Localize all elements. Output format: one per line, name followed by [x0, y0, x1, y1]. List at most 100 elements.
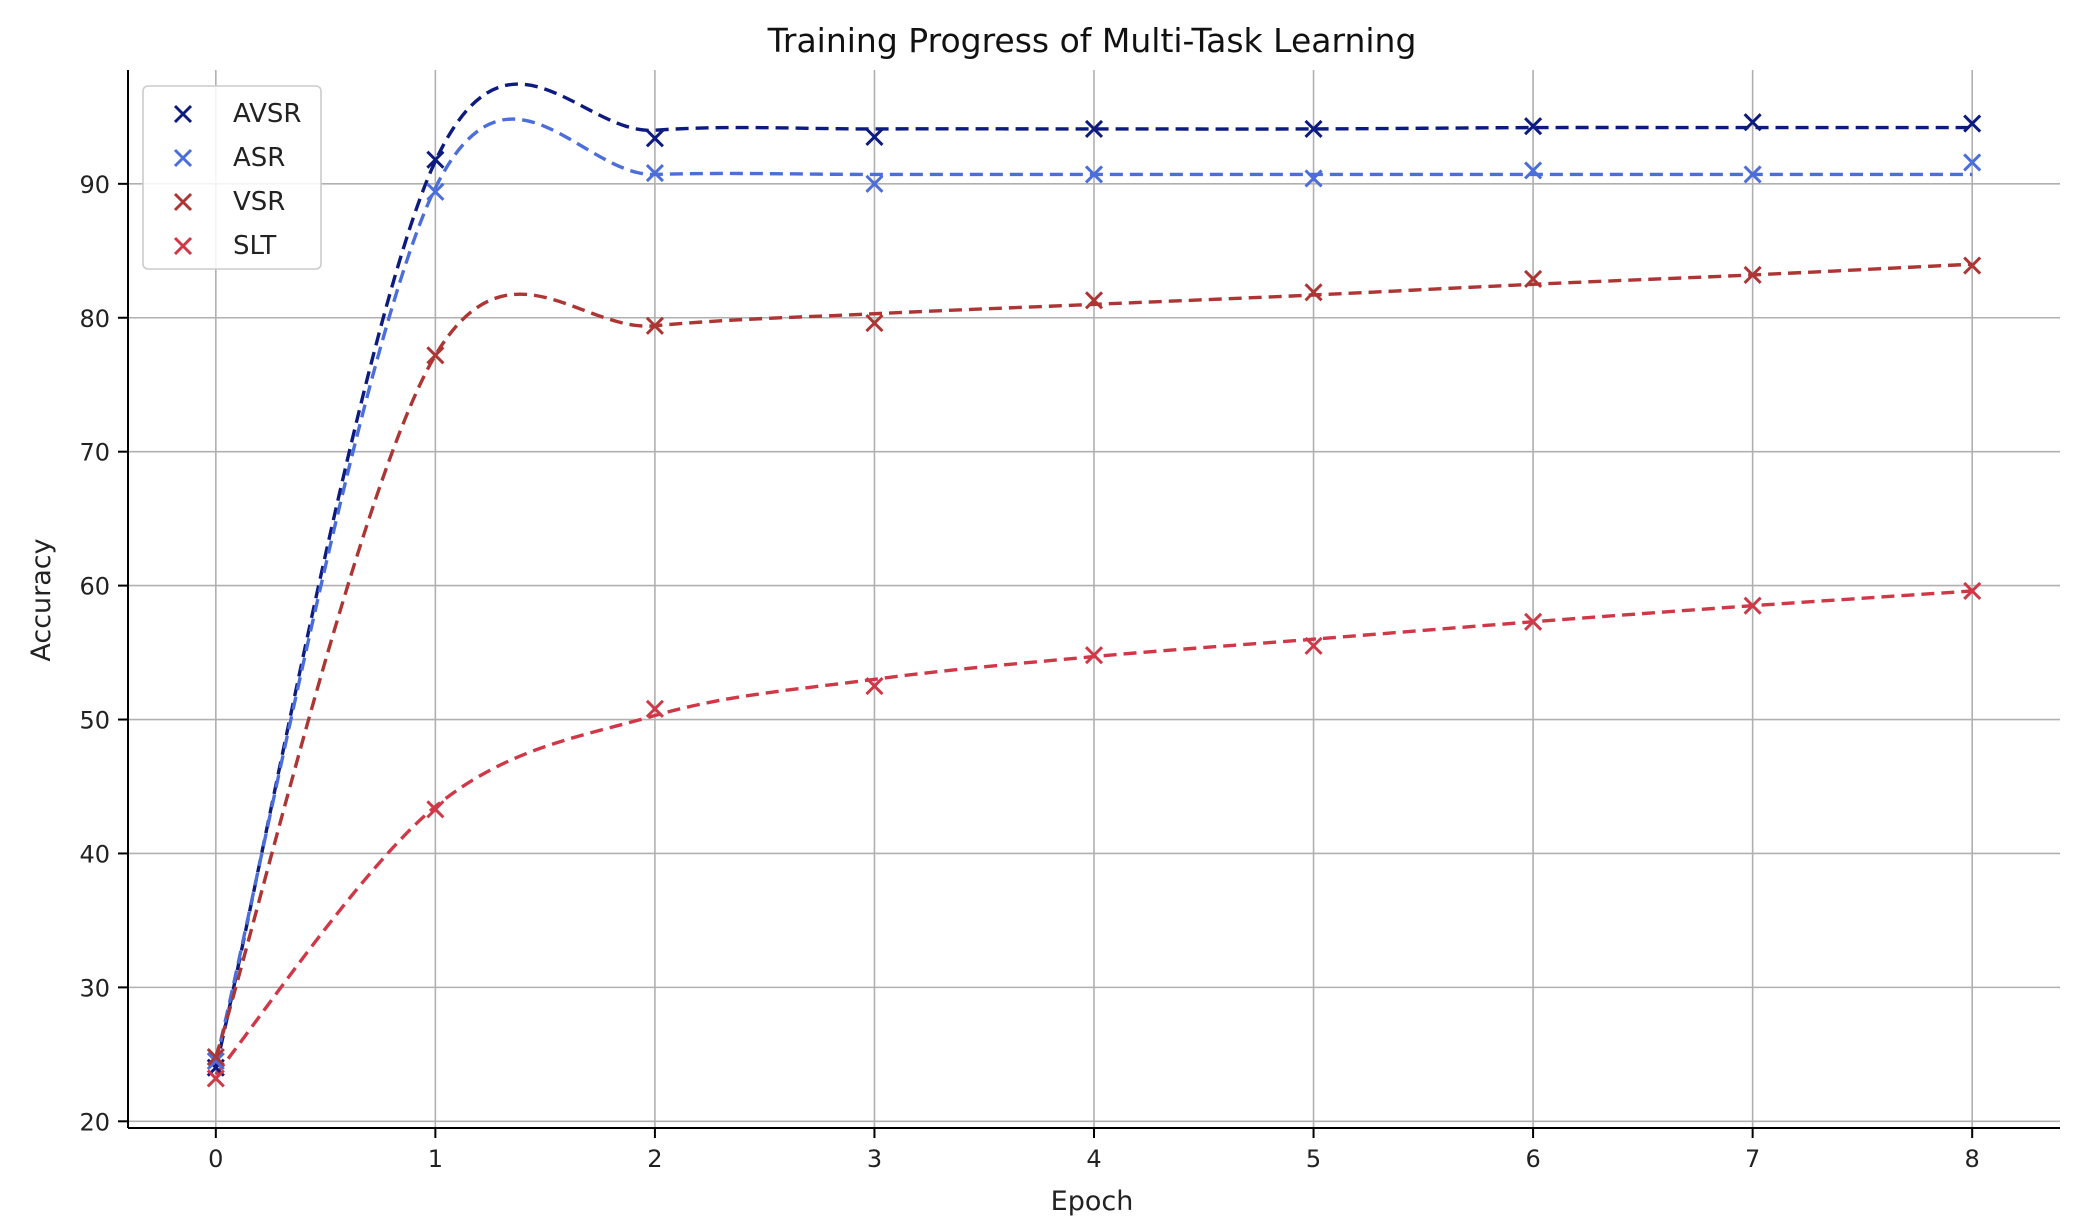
avsr-data-point: [865, 127, 884, 147]
legend-label-vsr: VSR: [233, 187, 285, 217]
slt-data-point: [1743, 596, 1762, 615]
marker-stroke: [1963, 581, 1982, 601]
asr-series-line: [214, 117, 1973, 1062]
data-markers: [206, 113, 1982, 1088]
y-tick-label: 30: [79, 974, 110, 1002]
marker-stroke: [426, 346, 445, 365]
x-tick-label: 4: [1086, 1145, 1101, 1173]
vsr-data-point: [1743, 265, 1762, 284]
marker-stroke: [645, 699, 664, 718]
marker-stroke: [206, 1069, 225, 1088]
vsr-data-point: [865, 314, 884, 333]
x-axis-title: Epoch: [1051, 1186, 1134, 1217]
marker-stroke: [1304, 119, 1323, 138]
legend-marker-vsr: [173, 192, 193, 212]
legend-label-avsr: AVSR: [233, 99, 301, 129]
marker-stroke: [1524, 269, 1543, 288]
marker-stroke: [1084, 291, 1104, 310]
slt-data-point: [426, 800, 445, 819]
marker-stroke: [645, 164, 664, 183]
y-tick-label: 40: [79, 840, 110, 868]
legend-entry-slt: SLT: [173, 231, 276, 261]
asr-data-point: [1743, 165, 1762, 184]
marker-stroke: [1963, 153, 1982, 172]
marker-stroke: [173, 148, 193, 168]
y-tick-label: 70: [79, 439, 110, 467]
marker-stroke: [206, 1047, 225, 1067]
vsr-data-point: [1084, 291, 1104, 310]
slt-series-line: [214, 589, 1973, 1076]
marker-stroke: [1524, 612, 1543, 631]
marker-stroke: [426, 150, 445, 169]
chart-title: Training Progress of Multi-Task Learning: [767, 21, 1417, 60]
x-tick-label: 8: [1965, 1145, 1980, 1173]
marker-stroke: [865, 314, 884, 333]
marker-stroke: [1963, 256, 1982, 275]
avsr-data-point: [426, 150, 445, 169]
marker-stroke: [1743, 165, 1762, 184]
x-tick-label: 1: [428, 1145, 443, 1173]
axes: 0 1 2 3 4 5 6 7 8 20 30 40 50 60 70 80 90: [79, 70, 2060, 1173]
asr-data-point: [1963, 153, 1982, 172]
marker-stroke: [645, 316, 664, 335]
marker-stroke: [1304, 636, 1323, 655]
slt-data-point: [206, 1069, 225, 1088]
marker-stroke: [206, 1051, 225, 1071]
y-tick-label: 90: [79, 171, 110, 199]
asr-data-point: [1084, 165, 1104, 184]
vsr-data-point: [426, 346, 445, 365]
asr-data-point: [426, 182, 445, 201]
asr-data-point: [645, 164, 664, 183]
vsr-data-point: [645, 316, 664, 335]
legend-box: [142, 85, 322, 270]
marker-stroke: [865, 127, 884, 147]
x-tick-label: 3: [867, 1145, 882, 1173]
x-tick-label: 5: [1306, 1145, 1321, 1173]
y-tick-label: 60: [79, 573, 110, 601]
avsr-data-point: [1963, 114, 1982, 133]
x-tick-label: 6: [1525, 1145, 1540, 1173]
x-tick-label: 0: [208, 1145, 223, 1173]
legend-marker-avsr: [173, 104, 193, 124]
legend-entry-avsr: AVSR: [173, 99, 301, 129]
legend-entry-vsr: VSR: [173, 187, 285, 217]
vsr-data-point: [1963, 256, 1982, 275]
avsr-data-point: [1524, 117, 1543, 136]
marker-stroke: [426, 182, 445, 201]
marker-stroke: [1743, 113, 1762, 132]
vsr-data-point: [1524, 269, 1543, 288]
vsr-series-line: [214, 262, 1973, 1058]
grid: [128, 70, 2060, 1128]
asr-data-point: [206, 1051, 225, 1071]
slt-data-point: [1963, 581, 1982, 601]
legend-label-slt: SLT: [233, 231, 276, 261]
vsr-data-point: [206, 1047, 225, 1067]
fit-curves: [214, 82, 1973, 1076]
marker-stroke: [865, 676, 884, 696]
avsr-data-point: [1304, 119, 1323, 138]
avsr-data-point: [1743, 113, 1762, 132]
asr-data-point: [1524, 161, 1543, 180]
marker-stroke: [173, 192, 193, 212]
x-tick-label: 2: [647, 1145, 662, 1173]
avsr-data-point: [1084, 119, 1104, 138]
marker-stroke: [1304, 169, 1323, 188]
legend-entry-asr: ASR: [173, 143, 285, 173]
legend: AVSR ASR VSR SLT: [142, 85, 322, 270]
marker-stroke: [1304, 283, 1323, 302]
x-tick-label: 7: [1745, 1145, 1760, 1173]
slt-data-point: [645, 699, 664, 718]
marker-stroke: [645, 129, 664, 148]
marker-stroke: [1743, 596, 1762, 615]
slt-data-point: [1524, 612, 1543, 631]
asr-data-point: [1304, 169, 1323, 188]
y-tick-label: 20: [79, 1108, 110, 1136]
slt-data-point: [865, 676, 884, 696]
y-tick-label: 80: [79, 305, 110, 333]
legend-marker-slt: [173, 236, 193, 256]
marker-stroke: [1524, 117, 1543, 136]
marker-stroke: [1084, 119, 1104, 138]
y-axis-title: Accuracy: [26, 538, 57, 661]
